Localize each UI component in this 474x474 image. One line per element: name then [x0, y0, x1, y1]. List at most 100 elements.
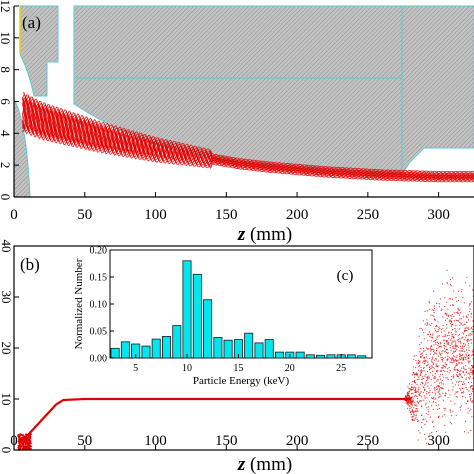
- scatter-point: [433, 353, 435, 356]
- scatter-point: [423, 332, 425, 334]
- scatter-point: [424, 424, 426, 426]
- panel-b-y-tick-label: 0: [0, 447, 14, 454]
- scatter-point: [465, 377, 467, 379]
- scatter-point: [418, 391, 420, 393]
- scatter-point: [430, 367, 432, 369]
- scatter-point: [455, 369, 457, 371]
- scatter-point: [29, 434, 32, 437]
- scatter-point: [456, 369, 458, 371]
- scatter-point: [467, 314, 469, 316]
- scatter-point: [412, 410, 414, 412]
- scatter-point: [19, 443, 21, 446]
- scatter-point: [422, 329, 424, 331]
- histogram-bar: [182, 260, 192, 359]
- scatter-point: [413, 386, 415, 388]
- scatter-point: [439, 393, 441, 395]
- scatter-point: [457, 384, 460, 386]
- scatter-point: [465, 316, 467, 318]
- scatter-point: [450, 423, 453, 425]
- scatter-point: [456, 346, 458, 348]
- scatter-point: [446, 269, 448, 271]
- scatter-point: [442, 369, 444, 371]
- scatter-point: [457, 311, 459, 313]
- scatter-point: [470, 312, 472, 314]
- scatter-point: [456, 356, 458, 358]
- scatter-point: [443, 344, 445, 346]
- scatter-point: [459, 355, 461, 357]
- scatter-point: [17, 435, 20, 438]
- scatter-point: [472, 365, 474, 367]
- scatter-point: [441, 350, 443, 352]
- scatter-point: [30, 445, 32, 448]
- scatter-point: [29, 433, 32, 435]
- scatter-point: [418, 376, 420, 378]
- scatter-point: [443, 330, 445, 332]
- scatter-point: [410, 397, 412, 399]
- scatter-point: [465, 403, 467, 405]
- scatter-point: [437, 391, 439, 393]
- scatter-point: [449, 278, 451, 281]
- scatter-point: [471, 338, 473, 341]
- scatter-point: [426, 407, 428, 409]
- scatter-point: [451, 342, 453, 344]
- scatter-point: [414, 411, 416, 413]
- scatter-point: [465, 369, 467, 371]
- scatter-point: [422, 362, 424, 364]
- scatter-point: [434, 398, 436, 400]
- scatter-point: [450, 314, 452, 316]
- scatter-point: [420, 342, 422, 344]
- scatter-point: [423, 388, 426, 390]
- scatter-point: [415, 394, 417, 396]
- scatter-point: [411, 389, 413, 391]
- scatter-point: [410, 398, 412, 400]
- scatter-point: [454, 366, 456, 368]
- scatter-point: [455, 343, 457, 345]
- scatter-point: [462, 332, 464, 334]
- scatter-point: [408, 391, 410, 393]
- scatter-point: [459, 340, 461, 342]
- scatter-point: [421, 381, 423, 383]
- scatter-point: [461, 337, 463, 339]
- scatter-point: [419, 432, 421, 434]
- scatter-point: [437, 370, 439, 372]
- scatter-point: [430, 384, 432, 386]
- scatter-point: [417, 390, 419, 392]
- scatter-point: [435, 366, 437, 368]
- scatter-point: [18, 441, 21, 443]
- scatter-point: [426, 376, 428, 378]
- scatter-point: [419, 383, 421, 385]
- scatter-point: [463, 343, 465, 345]
- scatter-point: [458, 309, 460, 311]
- beam-trace: [22, 97, 474, 183]
- scatter-point: [459, 373, 461, 375]
- scatter-point: [460, 347, 462, 349]
- scatter-point: [416, 405, 418, 407]
- scatter-point: [419, 395, 421, 397]
- scatter-point: [423, 350, 425, 352]
- scatter-point: [408, 387, 410, 390]
- scatter-point: [437, 385, 439, 387]
- scatter-point: [435, 397, 437, 399]
- scatter-point: [436, 338, 438, 340]
- scatter-point: [469, 285, 471, 287]
- scatter-point: [469, 333, 471, 335]
- scatter-point: [410, 389, 412, 391]
- scatter-point: [457, 396, 459, 398]
- scatter-point: [462, 366, 464, 368]
- scatter-point: [439, 343, 442, 345]
- scatter-point: [438, 389, 440, 391]
- histogram-bar: [223, 339, 233, 359]
- scatter-point: [469, 370, 471, 372]
- scatter-point: [417, 439, 419, 441]
- scatter-point: [431, 348, 433, 350]
- scatter-point: [441, 387, 443, 389]
- scatter-point: [459, 341, 461, 343]
- scatter-point: [422, 370, 424, 372]
- scatter-point: [19, 438, 22, 441]
- scatter-point: [420, 327, 422, 329]
- scatter-point: [419, 374, 421, 376]
- scatter-point: [432, 370, 434, 372]
- scatter-point: [437, 335, 439, 337]
- scatter-point: [439, 353, 441, 355]
- scatter-point: [433, 400, 435, 402]
